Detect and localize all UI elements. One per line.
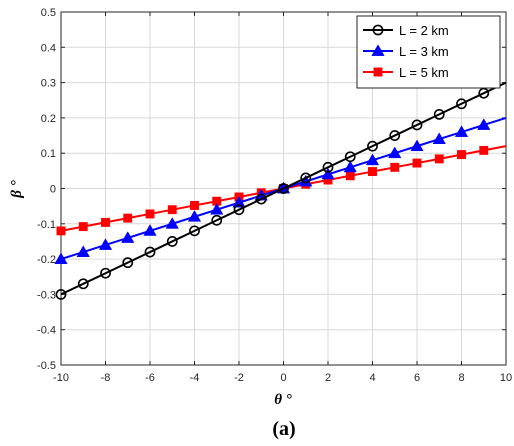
data-point: [368, 167, 377, 177]
data-point: [78, 222, 88, 232]
legend-entry: L = 3 km: [399, 44, 449, 59]
data-point: [189, 225, 200, 237]
data-point: [433, 108, 445, 120]
series-line: [60, 81, 507, 296]
data-point: [322, 161, 334, 173]
y-tick-label: 0.4: [41, 42, 56, 54]
series-0: [55, 81, 507, 300]
data-point: [144, 246, 156, 258]
data-point: [390, 162, 400, 172]
data-point: [100, 267, 111, 279]
y-tick-label: -0.2: [37, 254, 56, 266]
legend-marker: [371, 44, 385, 56]
data-point: [344, 151, 356, 163]
x-tick-label: -2: [234, 372, 244, 384]
x-tick-label: 2: [325, 372, 331, 384]
data-point: [255, 193, 267, 205]
data-point: [122, 257, 134, 269]
data-point: [98, 238, 113, 250]
data-point: [166, 236, 178, 247]
x-tick-label: -8: [101, 372, 111, 384]
x-axis-label: θ °: [274, 392, 292, 408]
data-point: [321, 167, 335, 180]
y-tick-label: 0.3: [41, 78, 56, 90]
data-point: [76, 245, 90, 257]
legend: L = 2 km L = 3 km L = 5 km: [356, 15, 501, 89]
axis-ticks: -10 -8 -6 -4 -2 0 2 4 6 8 10 -0.5 -0.4 -0.3 -0.2 -0.1 0 0…: [37, 7, 512, 384]
data-point: [54, 252, 68, 264]
y-tick-label: 0.2: [41, 113, 56, 125]
x-tick-label: -10: [53, 372, 69, 384]
data-point: [343, 160, 357, 173]
data-point: [434, 154, 444, 164]
data-point: [410, 139, 424, 152]
y-tick-label: -0.5: [37, 360, 56, 372]
data-point: [477, 118, 491, 130]
data-point: [454, 125, 469, 137]
x-tick-label: 10: [500, 372, 512, 384]
x-tick-label: 6: [414, 372, 420, 384]
data-point: [367, 140, 378, 152]
legend-entry: L = 2 km: [399, 23, 449, 38]
data-point: [300, 172, 312, 184]
data-point: [388, 146, 402, 159]
x-tick-label: 8: [458, 372, 464, 384]
data-point: [190, 200, 199, 210]
data-point: [101, 217, 110, 227]
y-tick-label: 0.1: [41, 148, 56, 160]
y-tick-label: -0.4: [37, 325, 56, 337]
data-point: [55, 288, 67, 300]
figure-caption: (a): [272, 418, 295, 440]
x-tick-label: -6: [145, 372, 155, 384]
series-layer: [54, 81, 507, 300]
data-point: [365, 153, 380, 166]
data-point: [233, 204, 245, 216]
data-point: [210, 202, 224, 215]
x-tick-label: -4: [190, 372, 200, 384]
data-point: [278, 183, 289, 194]
data-point: [345, 171, 355, 181]
y-axis-label: β °: [9, 180, 25, 198]
data-point: [389, 130, 401, 141]
data-point: [77, 278, 89, 290]
data-point: [232, 195, 246, 208]
data-point: [479, 145, 489, 155]
x-tick-label: 0: [280, 372, 286, 384]
legend-entry: L = 5 km: [399, 65, 449, 80]
data-point: [145, 209, 155, 219]
y-tick-label: 0.5: [41, 7, 56, 19]
data-point: [411, 119, 423, 131]
data-point: [456, 98, 467, 110]
x-tick-label: 4: [369, 372, 375, 384]
data-point: [457, 150, 466, 160]
data-point: [167, 205, 177, 215]
data-point: [478, 87, 490, 99]
legend-marker: [372, 24, 384, 36]
data-point: [165, 217, 179, 229]
y-tick-label: 0: [50, 184, 56, 196]
data-point: [56, 226, 66, 236]
data-point: [187, 210, 202, 222]
y-tick-label: -0.1: [37, 219, 56, 231]
legend-marker: [373, 67, 383, 77]
data-point: [432, 132, 446, 144]
data-point: [123, 213, 133, 223]
data-point: [211, 214, 223, 226]
data-point: [121, 231, 135, 243]
data-point: [412, 158, 422, 168]
y-tick-label: -0.3: [37, 289, 56, 301]
data-point: [143, 224, 157, 236]
